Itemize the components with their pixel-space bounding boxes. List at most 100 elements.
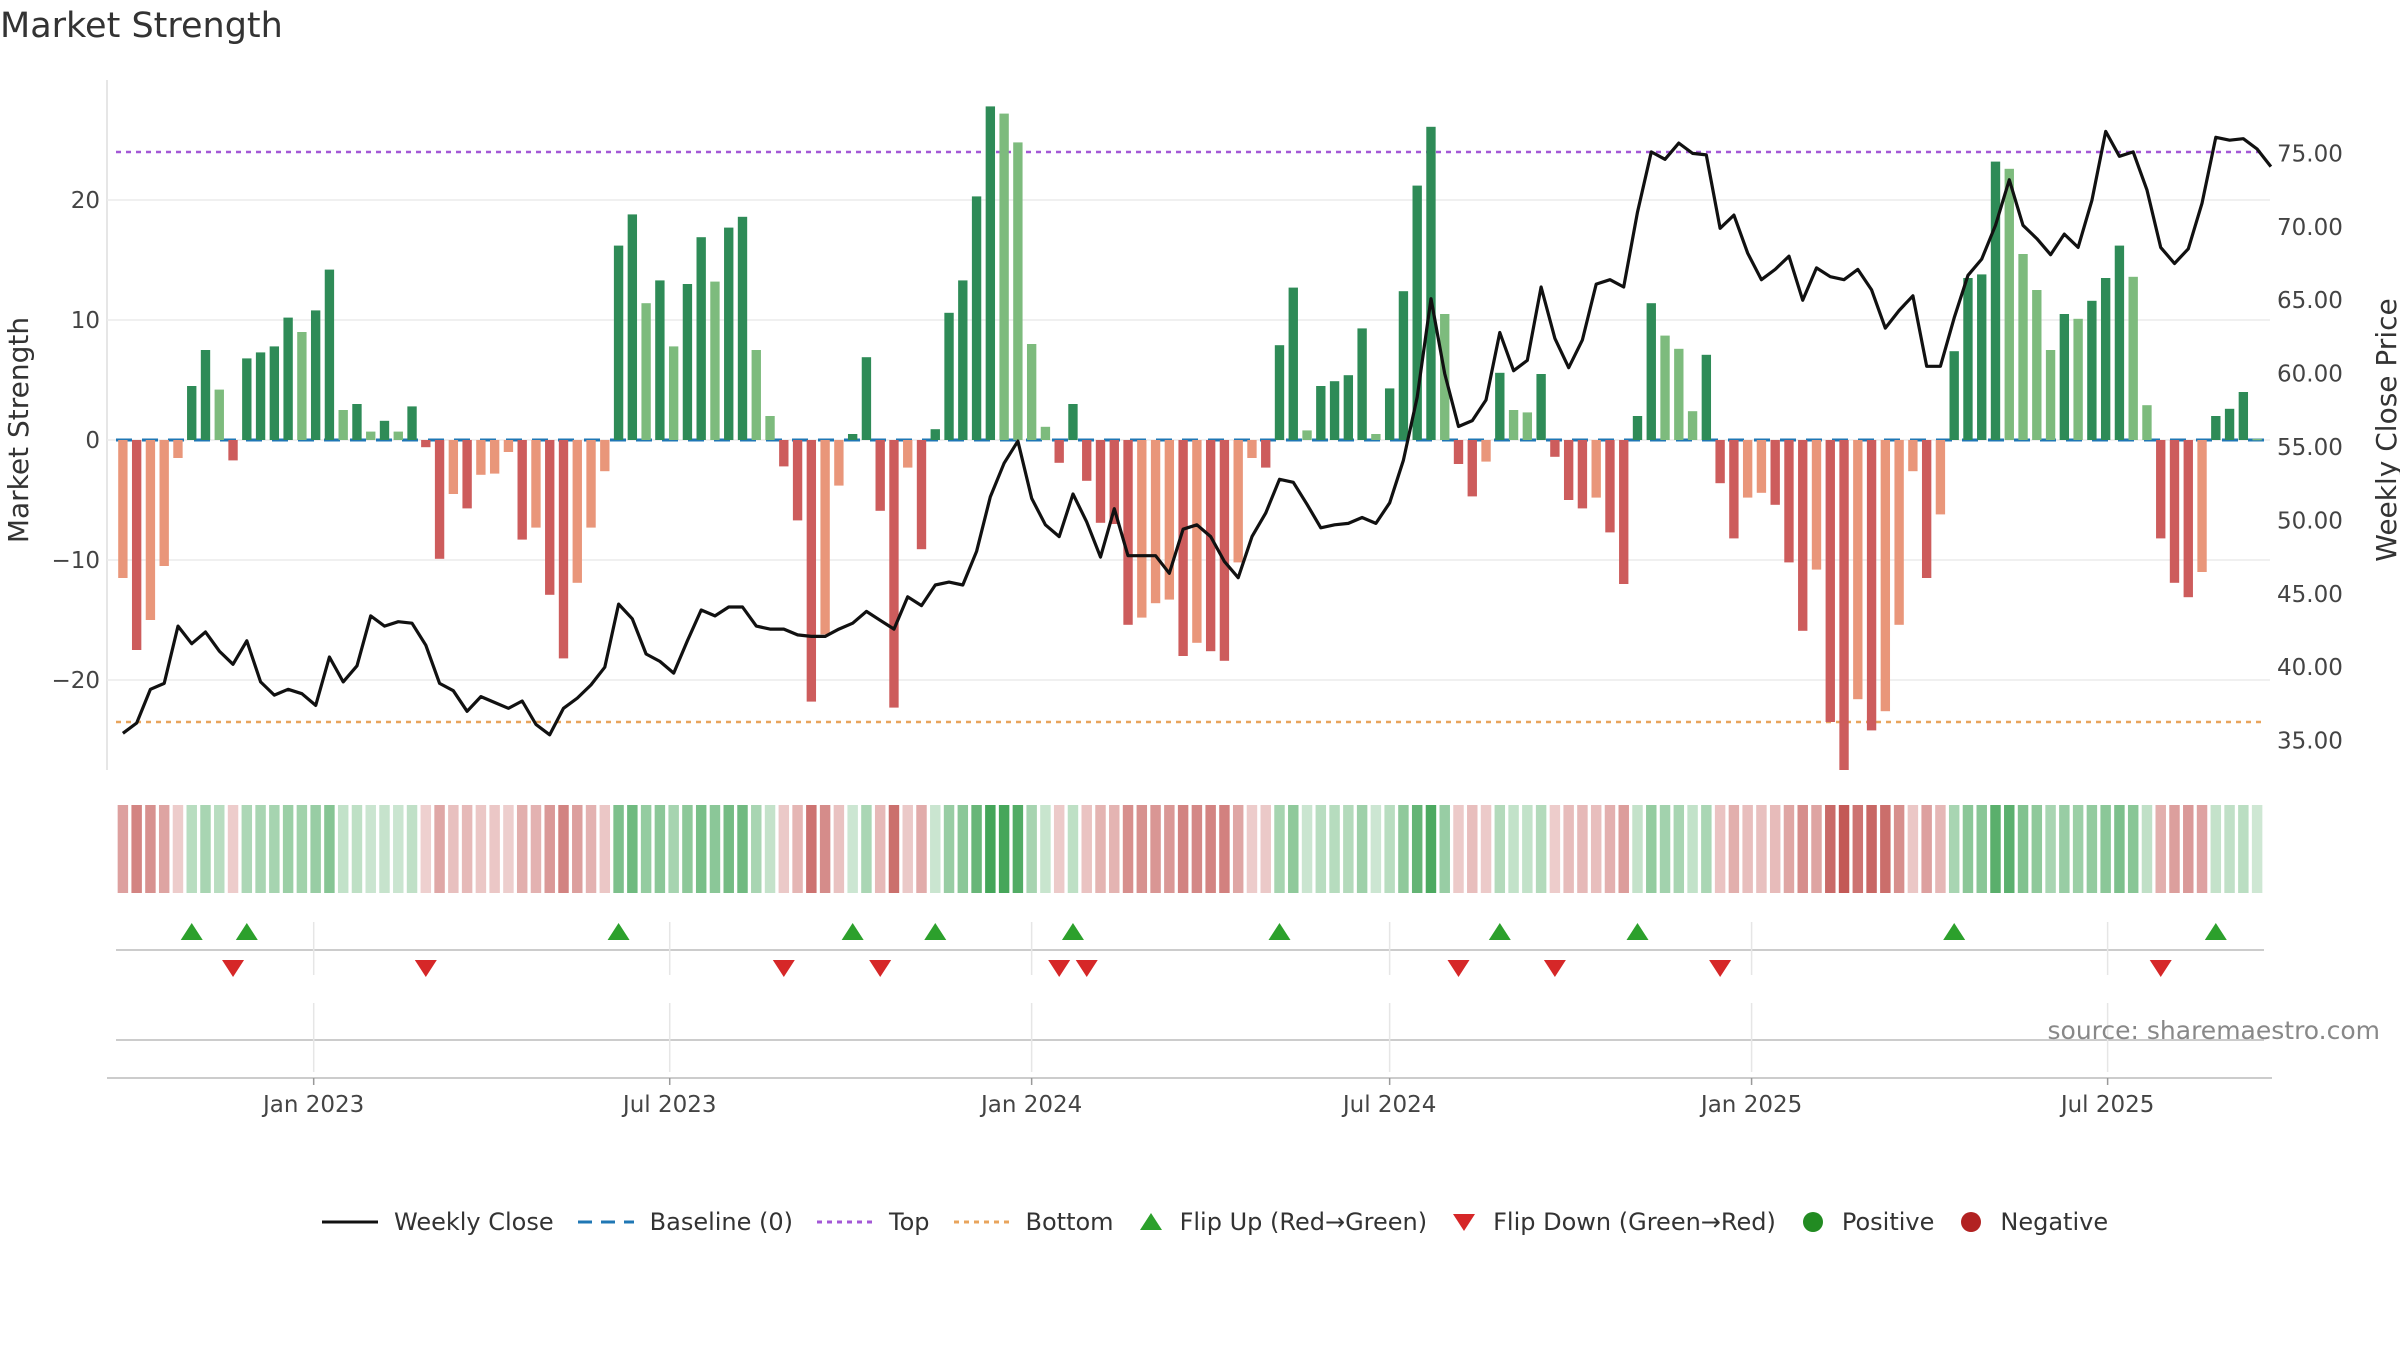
legend-symbol-triangle-up: [1139, 1213, 1162, 1230]
heat-cell: [1880, 805, 1891, 893]
legend-symbol-dotted-line: [817, 1220, 874, 1224]
heat-cell: [764, 805, 776, 893]
left-y-axis: 20 10 0 −10 −20: [51, 188, 100, 694]
strength-bar: [2156, 440, 2166, 539]
heat-cell: [337, 805, 349, 893]
flip-down-marker: [1709, 960, 1732, 977]
strength-bar: [724, 227, 734, 440]
heat-cell: [1687, 805, 1698, 893]
legend-label: Flip Down (Green→Red): [1493, 1208, 1776, 1236]
strength-bar: [1219, 440, 1230, 661]
strength-bar: [1963, 278, 1973, 440]
right-y-axis: 75.00 70.00 65.00 60.00 55.00 50.00 45.00 40.00…: [2277, 141, 2343, 754]
strength-bar: [1701, 354, 1712, 440]
legend-symbol-triangle-down: [1453, 1214, 1476, 1231]
heat-cell: [654, 805, 666, 893]
right-tick-label: 60.00: [2277, 362, 2343, 388]
strength-bar: [1563, 440, 1574, 500]
strength-bar: [1784, 440, 1794, 563]
heat-cell: [1701, 805, 1712, 893]
strength-bar: [1274, 345, 1285, 440]
heat-cell: [434, 805, 445, 893]
strength-bar: [1935, 440, 1946, 515]
x-tick-label: Jul 2024: [1341, 1092, 1437, 1118]
heat-cell: [145, 805, 156, 893]
strength-heat-strip: [117, 805, 2263, 893]
left-tick-label: −10: [51, 548, 100, 574]
strength-bar: [1811, 440, 1822, 570]
strength-bar: [641, 303, 651, 440]
x-tick-label: Jul 2023: [621, 1092, 717, 1118]
heat-cell: [214, 805, 225, 893]
heat-cell: [1756, 805, 1767, 893]
strength-bar: [159, 440, 169, 566]
legend-symbol-dotted-line: [953, 1220, 1010, 1224]
strength-bar: [1178, 440, 1188, 656]
strength-bar: [1261, 440, 1271, 468]
legend-label: Baseline (0): [649, 1208, 794, 1236]
flip-up-marker: [607, 923, 630, 940]
source-note: source: sharemaestro.com: [2048, 1016, 2381, 1045]
strength-bar: [1550, 440, 1560, 457]
heat-cell: [1109, 805, 1120, 893]
legend-label: Positive: [1841, 1208, 1935, 1236]
heat-cell: [1604, 805, 1616, 893]
legend-label: Weekly Close: [394, 1208, 554, 1236]
heat-cell: [475, 805, 487, 893]
strength-bar: [2073, 318, 2083, 440]
heat-cell: [1219, 805, 1230, 893]
heat-cell: [227, 805, 239, 893]
strength-bar: [1453, 440, 1464, 464]
heat-cell: [1040, 805, 1051, 893]
heat-cell: [2004, 805, 2015, 893]
heat-cell: [572, 805, 583, 893]
right-tick-label: 65.00: [2277, 288, 2343, 314]
legend-label: Flip Up (Red→Green): [1179, 1208, 1428, 1236]
strength-bar: [462, 440, 472, 509]
strength-bar: [1660, 335, 1670, 440]
strength-bar: [737, 216, 748, 440]
strength-bar: [1687, 411, 1698, 440]
heat-cell: [1370, 805, 1382, 893]
heat-cell: [1480, 805, 1492, 893]
heat-cell: [613, 805, 624, 893]
strength-bar: [1412, 185, 1422, 440]
strength-bar: [379, 420, 390, 440]
strength-bar: [1591, 440, 1601, 498]
strength-bar: [572, 440, 582, 583]
right-tick-label: 55.00: [2277, 435, 2343, 461]
strength-bar: [627, 214, 638, 440]
heat-cell: [1577, 805, 1588, 893]
strength-bar: [1894, 440, 1904, 625]
reference-lines: [116, 150, 2264, 724]
heat-cell: [117, 805, 129, 893]
strength-bar: [131, 440, 142, 650]
heat-cell: [998, 805, 1010, 893]
heat-cell: [241, 805, 253, 893]
heat-cell: [558, 805, 569, 893]
heat-cell: [2045, 805, 2056, 893]
heat-cell: [2100, 805, 2111, 893]
x-tick-label: Jan 2025: [1699, 1092, 1802, 1118]
strength-bar: [489, 440, 500, 474]
strength-bar: [503, 440, 514, 452]
heat-cell: [1205, 805, 1216, 893]
heat-cell: [1728, 805, 1740, 893]
heat-cell: [1921, 805, 1932, 893]
flip-down-marker: [1543, 960, 1566, 977]
flip-down-marker: [772, 960, 795, 977]
strength-bar: [1150, 440, 1161, 604]
strength-bar: [393, 431, 403, 440]
heat-cell: [1838, 805, 1850, 893]
strength-bar: [1123, 440, 1133, 625]
strength-bar: [1536, 374, 1546, 440]
heat-cell: [2169, 805, 2180, 893]
strength-bar: [145, 440, 156, 620]
heat-cell: [1136, 805, 1148, 893]
weekly-close-series: [121, 129, 2273, 737]
flip-down-marker: [2149, 960, 2172, 977]
heat-cell: [324, 805, 335, 893]
heat-cell: [1673, 805, 1685, 893]
flip-up-marker: [1626, 923, 1649, 940]
heat-cell: [530, 805, 542, 893]
